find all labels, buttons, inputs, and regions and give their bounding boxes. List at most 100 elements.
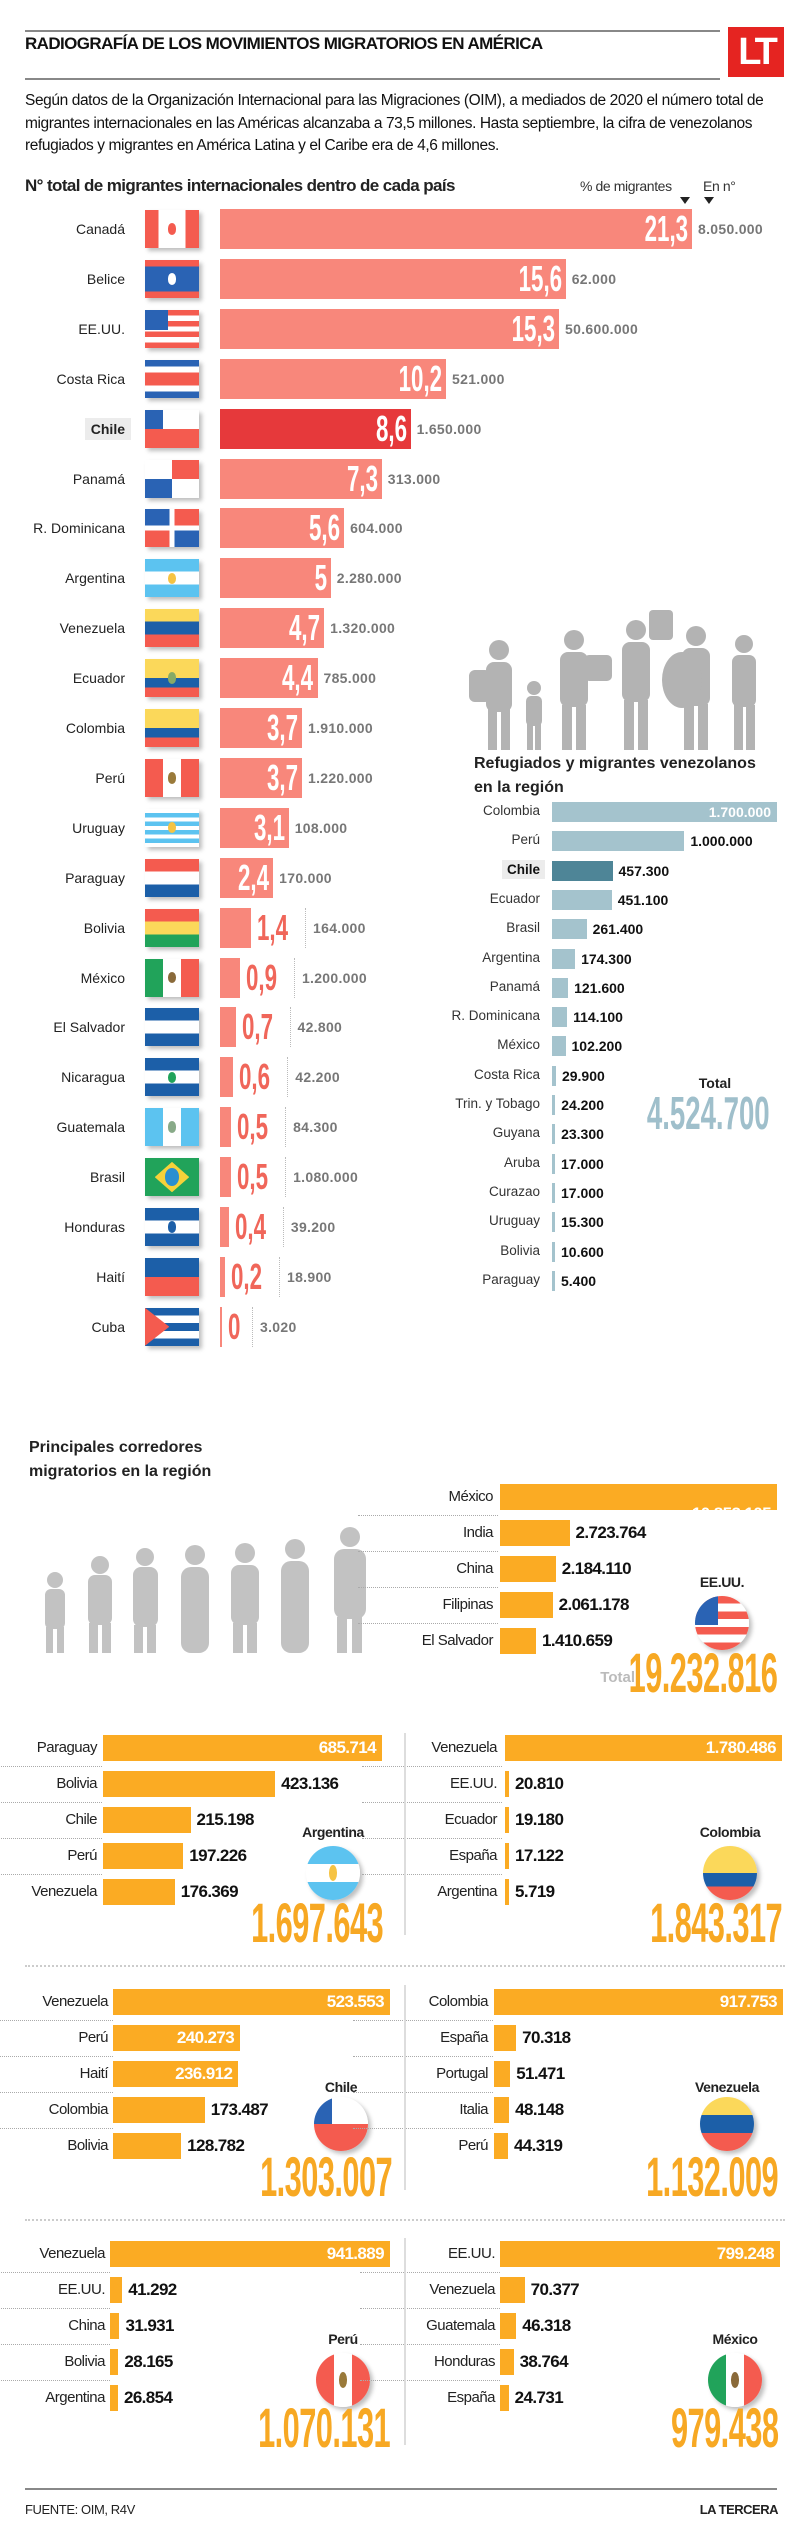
chile-flag-icon bbox=[145, 409, 199, 448]
dominican-flag-icon bbox=[145, 509, 199, 548]
dotted-guide bbox=[287, 1057, 289, 1098]
percent-value: 0,5 bbox=[237, 1106, 269, 1148]
origin-label: Chile bbox=[65, 1811, 97, 1828]
nicaragua-flag-icon bbox=[145, 1058, 199, 1097]
row-separator bbox=[0, 2344, 110, 2345]
country-label: Canadá bbox=[75, 221, 125, 237]
bolivia-flag-icon bbox=[145, 908, 199, 947]
total-label: Total bbox=[600, 1669, 635, 1686]
venezuelans-chart-title: Refugiados y migrantes venezolanos en la… bbox=[474, 755, 756, 796]
destination-label: México bbox=[712, 2331, 758, 2347]
percent-bar bbox=[220, 1256, 225, 1297]
row-separator bbox=[0, 2272, 110, 2273]
footer-rule bbox=[25, 2488, 777, 2490]
country-label: Uruguay bbox=[72, 819, 125, 836]
country-label: Bolivia bbox=[500, 1242, 540, 1258]
row-separator bbox=[353, 2092, 493, 2093]
corridor-bar bbox=[113, 2025, 241, 2051]
percent-value: 15,3 bbox=[511, 307, 556, 349]
country-label: Argentina bbox=[482, 949, 540, 965]
destination-label: Perú bbox=[328, 2331, 358, 2347]
corridor-value: 523.553 bbox=[326, 1992, 385, 2011]
venezuelans-value: 17.000 bbox=[561, 1155, 604, 1172]
migrant-count: 785.000 bbox=[323, 670, 377, 687]
percent-bar bbox=[220, 209, 692, 249]
costarica-flag-icon bbox=[145, 359, 199, 398]
country-label: Guyana bbox=[492, 1125, 540, 1141]
percent-value: 0,5 bbox=[237, 1156, 269, 1198]
origin-label: Paraguay bbox=[36, 1739, 98, 1756]
origin-label: Venezuela bbox=[31, 1883, 97, 1900]
mexico-flag-icon bbox=[708, 2353, 762, 2407]
origin-label: Colombia bbox=[48, 2101, 109, 2118]
percent-value: 15,6 bbox=[518, 257, 562, 299]
corridor-value: 941.889 bbox=[326, 2244, 385, 2263]
corridor-bar bbox=[500, 1628, 536, 1654]
percent-value: 2,4 bbox=[238, 856, 270, 898]
origin-label: Perú bbox=[67, 1847, 97, 1864]
venezuelans-bar bbox=[552, 1270, 555, 1291]
destination-total: 1.843.317 bbox=[649, 1891, 783, 1954]
venezuelans-bar bbox=[552, 1007, 568, 1028]
origin-label: Haití bbox=[79, 2065, 109, 2082]
column-header-number: En n° bbox=[703, 178, 736, 194]
corridor-value: 38.764 bbox=[519, 2352, 569, 2371]
corridor-bar bbox=[103, 1843, 184, 1869]
migrant-count: 8.050.000 bbox=[698, 221, 763, 237]
venezuelans-value: 24.200 bbox=[561, 1097, 605, 1113]
footer-brand: LA TERCERA bbox=[699, 2502, 779, 2517]
country-label: Panamá bbox=[489, 978, 540, 994]
column-header-percent: % de migrantes bbox=[580, 178, 672, 194]
haiti-flag-icon bbox=[145, 1257, 199, 1296]
corridor-value: 26.854 bbox=[123, 2388, 173, 2407]
corridor-bar bbox=[500, 2277, 525, 2303]
corridor-value: 917.753 bbox=[719, 1992, 778, 2011]
corridor-bar bbox=[110, 2385, 118, 2411]
footer-source: FUENTE: OIM, R4V bbox=[25, 2502, 135, 2517]
migrants-silhouette-illustration bbox=[45, 1527, 366, 1653]
percent-value: 4,4 bbox=[282, 657, 314, 699]
peru-flag-icon bbox=[145, 758, 199, 797]
row-separator bbox=[0, 2128, 113, 2129]
country-label: Ecuador bbox=[72, 670, 125, 687]
percent-value: 21,3 bbox=[644, 208, 688, 249]
row-separator bbox=[0, 1874, 102, 1875]
venezuelans-bar bbox=[552, 1036, 566, 1057]
corridor-value: 44.319 bbox=[513, 2136, 563, 2155]
country-label: Perú bbox=[511, 832, 540, 848]
percent-bar bbox=[220, 558, 331, 599]
origin-label: Bolivia bbox=[67, 2137, 108, 2154]
origin-label: Colombia bbox=[428, 1993, 489, 2010]
venezuelans-value: 121.600 bbox=[574, 979, 625, 996]
origin-label: España bbox=[447, 2389, 495, 2406]
brazil-flag-icon bbox=[145, 1158, 199, 1197]
corridor-value: 48.148 bbox=[515, 2100, 564, 2119]
venezuelans-value: 1.700.000 bbox=[708, 804, 771, 820]
row-divider bbox=[25, 2219, 785, 2221]
percent-bar bbox=[220, 1157, 232, 1198]
migrants-silhouette-illustration bbox=[469, 610, 756, 750]
corridor-bar bbox=[110, 2241, 390, 2267]
origin-label: EE.UU. bbox=[447, 2245, 496, 2262]
corridor-value: 1.780.486 bbox=[705, 1738, 777, 1757]
venezuelans-bar bbox=[552, 1153, 555, 1174]
dotted-guide bbox=[285, 1157, 287, 1198]
chile-flag-icon bbox=[314, 2097, 368, 2151]
country-label: Cuba bbox=[91, 1318, 125, 1335]
venezuela-flag-icon bbox=[700, 2097, 754, 2151]
origin-label: Argentina bbox=[45, 2389, 105, 2406]
panel-divider bbox=[404, 1985, 406, 2190]
percent-bar bbox=[220, 608, 325, 649]
row-separator bbox=[362, 1802, 502, 1803]
corridor-bar bbox=[103, 1771, 276, 1797]
origin-label: Argentina bbox=[437, 1883, 497, 1900]
corridor-value: 17.122 bbox=[515, 1846, 564, 1865]
corridor-value: 28.165 bbox=[124, 2352, 173, 2371]
panama-flag-icon bbox=[145, 459, 199, 498]
corridor-value: 176.369 bbox=[180, 1882, 239, 1901]
row-separator bbox=[362, 1838, 502, 1839]
origin-label: Portugal bbox=[436, 2065, 488, 2082]
corridor-value: 423.136 bbox=[281, 1774, 339, 1793]
cuba-flag-icon bbox=[145, 1307, 199, 1346]
dotted-guide bbox=[293, 957, 295, 998]
